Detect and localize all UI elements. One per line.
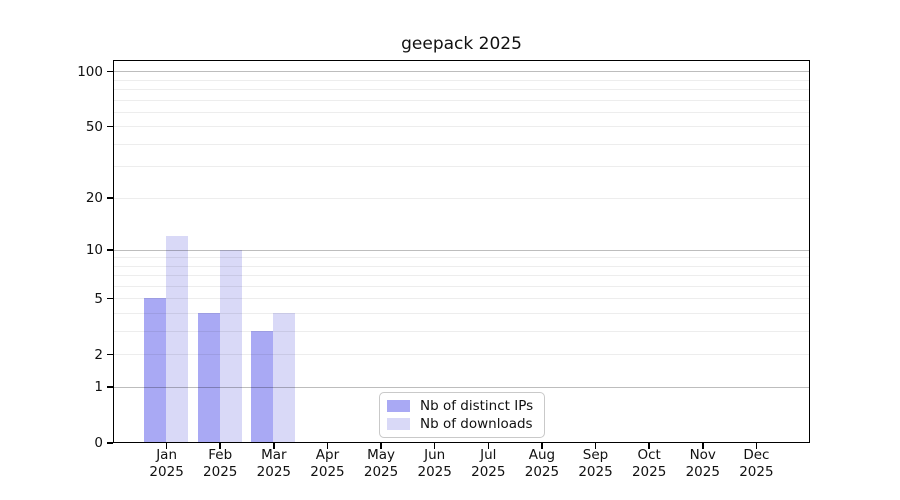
x-tick-month: Apr [315, 447, 340, 463]
gridline-minor-7 [114, 275, 809, 277]
x-tick-year: 2025 [256, 464, 292, 480]
y-tick-label-100: 100 [77, 63, 103, 80]
x-tick-label-nov: Nov 2025 [663, 447, 743, 481]
x-tick-year: 2025 [631, 464, 667, 480]
x-tick-year: 2025 [310, 464, 345, 480]
x-tick-mark-jul [487, 443, 490, 449]
x-tick-mark-apr [326, 443, 329, 449]
x-tick-month: Oct [637, 447, 661, 463]
gridline-major-100 [114, 71, 809, 73]
x-tick-year: 2025 [685, 464, 720, 480]
bar-downloads-jan [166, 236, 189, 443]
legend-swatch-distinct-ips [387, 399, 410, 412]
y-tick-label-2: 2 [94, 346, 103, 363]
gridline-minor-70 [114, 99, 809, 101]
x-tick-year: 2025 [524, 464, 560, 480]
gridline-minor-90 [114, 79, 809, 81]
legend-entry-distinct-ips: Nb of distinct IPs [387, 398, 537, 414]
y-tick-mark-5 [107, 297, 113, 300]
y-tick-mark-1 [107, 386, 113, 388]
gridline-minor-20 [114, 197, 809, 199]
x-tick-year: 2025 [739, 464, 774, 480]
gridline-minor-6 [114, 285, 809, 287]
gridline-minor-4 [114, 313, 809, 315]
legend-label-distinct-ips: Nb of distinct IPs [420, 397, 534, 414]
gridline-minor-9 [114, 257, 809, 259]
x-tick-mark-jan [165, 443, 168, 449]
y-tick-label-20: 20 [85, 190, 103, 207]
chart-title: geepack 2025 [401, 34, 522, 54]
y-tick-label-0: 0 [94, 435, 103, 451]
bar-downloads-mar [273, 313, 296, 443]
x-tick-month: Nov [689, 447, 716, 463]
x-tick-mark-aug [541, 443, 543, 449]
gridline-minor-5 [114, 298, 809, 300]
x-tick-month: Sep [582, 447, 609, 463]
y-tick-mark-0 [107, 442, 113, 444]
bar-distinct-ips-jan [144, 298, 167, 443]
gridline-minor-50 [114, 126, 809, 128]
y-tick-label-50: 50 [85, 118, 103, 135]
y-tick-mark-100 [107, 70, 113, 73]
gridline-minor-60 [114, 111, 809, 113]
x-tick-month: May [367, 447, 396, 463]
gridline-minor-30 [114, 166, 809, 168]
x-tick-label-jan: Jan 2025 [127, 447, 207, 481]
x-tick-month: Feb [208, 447, 233, 463]
x-tick-year: 2025 [417, 464, 452, 480]
x-tick-month: Dec [743, 447, 770, 463]
x-tick-label-sep: Sep 2025 [556, 447, 636, 481]
x-tick-label-mar: Mar 2025 [234, 447, 314, 481]
y-tick-label-1: 1 [94, 379, 103, 396]
bar-distinct-ips-mar [251, 331, 274, 443]
x-tick-year: 2025 [149, 464, 184, 480]
x-tick-label-may: May 2025 [341, 447, 421, 481]
x-tick-label-jun: Jun 2025 [395, 447, 475, 481]
x-tick-label-aug: Aug 2025 [502, 447, 582, 481]
legend-label-downloads: Nb of downloads [420, 416, 533, 433]
x-tick-mark-oct [648, 443, 650, 449]
y-tick-label-10: 10 [85, 242, 103, 259]
x-tick-year: 2025 [203, 464, 238, 480]
y-tick-mark-2 [107, 353, 113, 356]
x-tick-label-oct: Oct 2025 [609, 447, 689, 481]
gridline-minor-3 [114, 331, 809, 332]
legend: Nb of distinct IPs Nb of downloads [379, 392, 545, 438]
gridline-minor-80 [114, 89, 809, 91]
gridline-major-10 [114, 249, 809, 251]
x-tick-month: Mar [261, 447, 287, 463]
y-tick-mark-10 [107, 249, 113, 251]
x-tick-year: 2025 [578, 464, 613, 480]
plot-area [113, 60, 810, 443]
x-tick-mark-jun [433, 443, 436, 449]
bar-distinct-ips-feb [197, 313, 220, 443]
x-tick-label-apr: Apr 2025 [287, 447, 367, 481]
legend-swatch-downloads [387, 418, 410, 431]
x-tick-year: 2025 [363, 464, 399, 480]
x-tick-month: Aug [528, 447, 556, 463]
y-tick-label-5: 5 [94, 290, 103, 307]
gridline-minor-8 [114, 265, 809, 267]
y-tick-mark-50 [107, 125, 113, 128]
x-tick-month: Jan [156, 447, 178, 463]
x-tick-label-dec: Dec 2025 [716, 447, 796, 481]
x-tick-mark-mar [273, 443, 275, 449]
x-tick-label-jul: Jul 2025 [448, 447, 528, 481]
gridline-minor-40 [114, 143, 809, 145]
legend-entry-downloads: Nb of downloads [387, 416, 537, 432]
gridline-major-1 [114, 386, 809, 388]
x-tick-label-feb: Feb 2025 [180, 447, 260, 481]
x-tick-mark-may [380, 443, 382, 449]
bar-downloads-feb [219, 249, 242, 443]
x-tick-month: Jul [480, 447, 497, 463]
x-tick-mark-sep [594, 443, 597, 449]
y-tick-mark-20 [107, 197, 113, 199]
x-tick-year: 2025 [471, 464, 506, 480]
x-tick-month: Jun [424, 447, 446, 463]
x-tick-mark-feb [219, 443, 221, 449]
gridline-minor-2 [114, 354, 809, 356]
x-tick-mark-nov [702, 443, 704, 449]
x-tick-mark-dec [755, 443, 758, 449]
